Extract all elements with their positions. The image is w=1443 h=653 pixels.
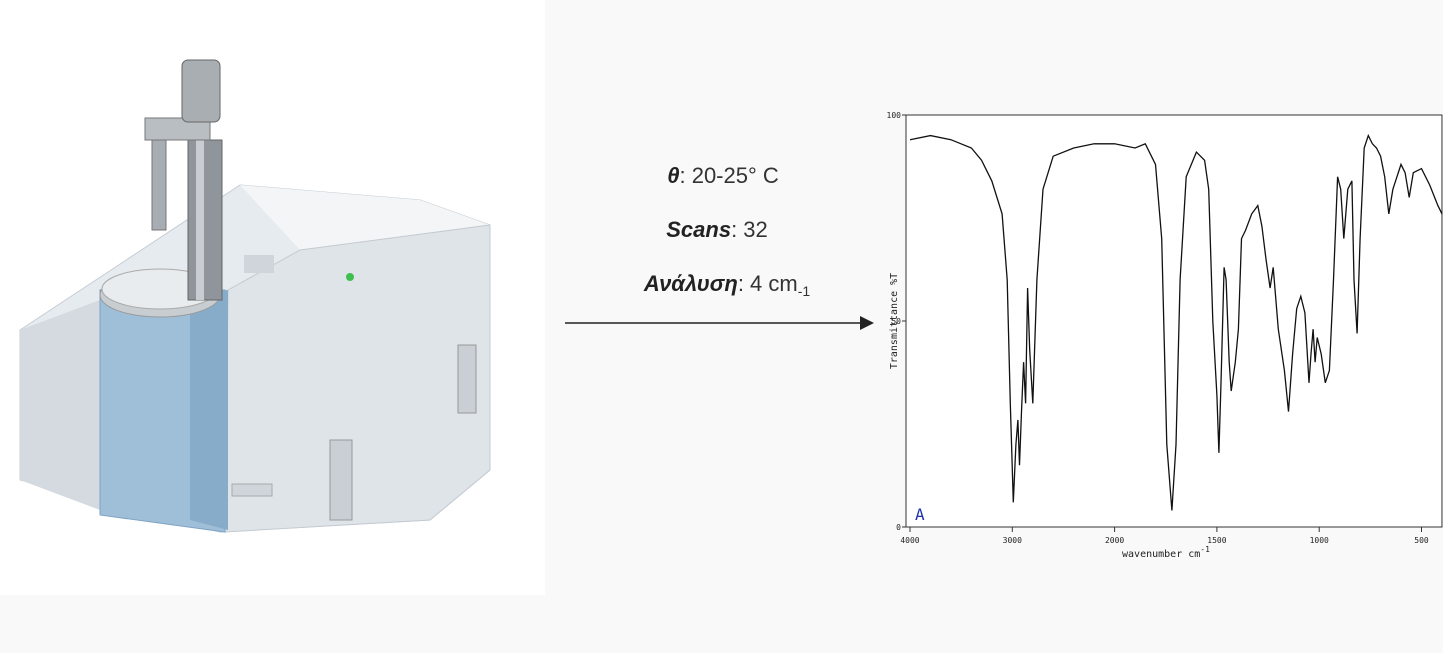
x-tick-label: 3000 (1003, 536, 1022, 545)
condition-label: Ανάλυση (643, 271, 738, 296)
x-tick-label: 500 (1414, 536, 1429, 545)
x-tick-label: 2000 (1105, 536, 1124, 545)
instrument (19, 59, 491, 533)
condition: Ανάλυση: 4 cm-1 (643, 271, 811, 299)
x-axis-label-sup: -1 (1200, 545, 1210, 554)
spectrum-line (909, 133, 1443, 511)
x-axis-label: wavenumber cm-1 (1122, 545, 1210, 560)
y-tick-label: 50 (891, 317, 901, 326)
y-tick-label: 0 (896, 523, 901, 532)
condition: θ: 20-25° C (667, 163, 779, 188)
annotation: A (915, 505, 925, 524)
y-axis-label: Transmittance %T (889, 273, 900, 369)
condition-value: : 4 cm (738, 271, 798, 296)
condition-sub: -1 (798, 283, 811, 299)
x-axis-label-text: wavenumber cm (1122, 549, 1200, 560)
arrow-head (860, 316, 874, 330)
condition-label: Scans (666, 217, 731, 242)
x-tick-label: 1500 (1207, 536, 1226, 545)
condition-value: : 20-25° C (679, 163, 778, 188)
y-tick-label: 100 (887, 111, 902, 120)
x-tick-label: 4000 (900, 536, 919, 545)
condition: Scans: 32 (666, 217, 768, 242)
condition-label: θ (667, 163, 679, 188)
x-tick-label: 1000 (1310, 536, 1329, 545)
condition-value: : 32 (731, 217, 768, 242)
plot-area (905, 114, 1443, 528)
